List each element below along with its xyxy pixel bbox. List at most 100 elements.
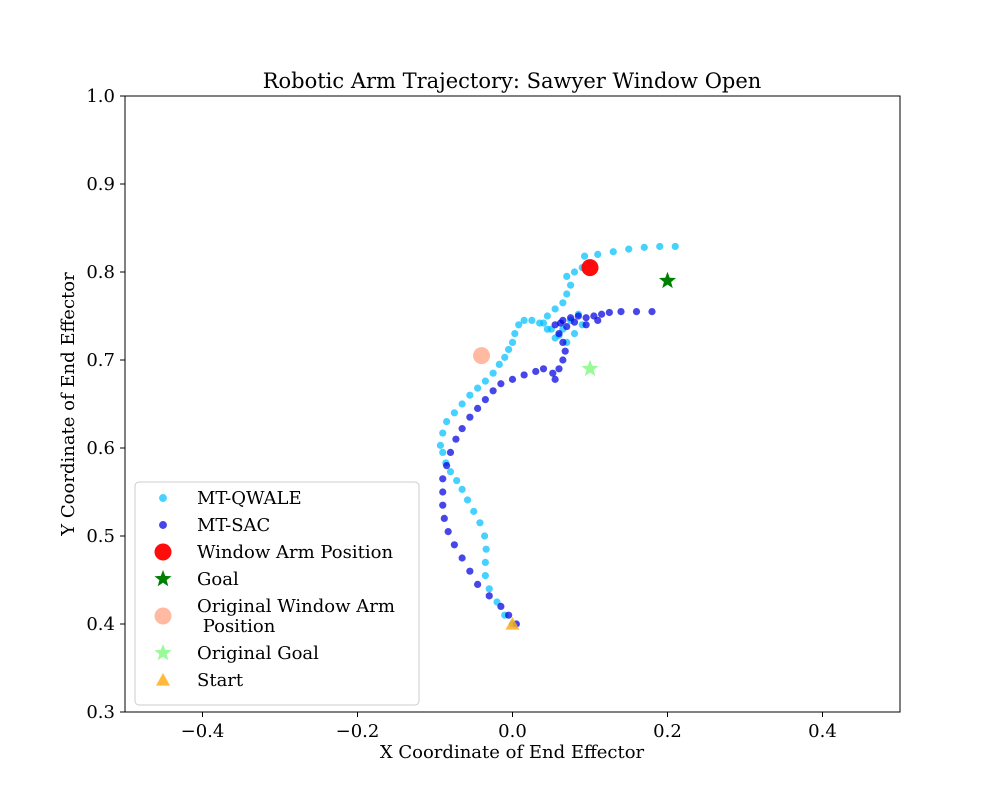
legend-item: Goal [154,569,239,590]
legend-marker [159,494,167,502]
data-point [563,290,571,298]
data-point [489,369,497,377]
data-point [505,345,513,354]
data-point [495,360,503,368]
x-tick-label: 0.4 [808,721,837,742]
legend-marker [154,607,172,625]
data-point [443,418,451,426]
data-point [582,314,590,322]
data-point [520,316,528,324]
data-point [671,242,679,251]
data-point [470,507,478,515]
data-point [563,272,571,280]
data-point [458,554,466,562]
data-point [559,356,567,364]
data-point [481,377,489,385]
data-point [474,404,482,412]
legend-label: Window Arm Position [197,542,393,563]
data-point [453,476,461,485]
data-point [439,448,447,456]
data-point [482,545,490,553]
data-point [528,316,536,324]
series-mt-sac [439,308,656,628]
data-point [489,387,497,395]
y-tick-label: 1.0 [86,86,115,107]
data-point [508,375,517,383]
data-point [511,330,519,338]
data-point [485,585,493,593]
x-tick-label: 0.2 [653,721,682,742]
data-point [551,305,559,313]
data-point [458,425,466,433]
data-point [656,242,664,251]
series-start [505,617,520,630]
legend-label: MT-QWALE [197,488,302,509]
y-tick-label: 0.8 [86,262,115,283]
data-point [450,409,458,417]
data-point [581,259,599,277]
data-point [640,243,648,251]
data-point [570,330,579,338]
legend-marker [154,543,172,561]
data-point [556,319,565,327]
data-point [539,319,548,327]
y-tick-label: 0.7 [86,350,115,371]
data-point [476,519,484,527]
data-point [439,488,447,496]
data-point [474,384,482,392]
data-point [580,252,589,260]
legend-box [134,481,420,706]
data-point [440,514,448,523]
data-point [497,380,505,388]
plot-area [436,242,679,630]
plot-frame [124,95,901,713]
y-tick-label: 0.9 [86,174,115,195]
data-point [555,330,563,338]
data-point [520,371,528,379]
data-point [574,312,582,320]
x-axis-label: X Coordinate of End Effector [380,742,645,763]
data-point [446,468,455,476]
data-point [466,567,474,575]
legend-label: Start [197,670,244,691]
legend-label: Original Window Arm Position [197,596,395,637]
legend-marker [154,570,172,587]
data-point [559,338,567,346]
data-point [551,321,559,329]
legend-item: Start [156,670,244,691]
legend-item: MT-QWALE [159,488,302,509]
data-point [508,338,517,346]
data-point [549,369,557,377]
x-tick-label: −0.2 [336,721,380,742]
data-point [581,359,599,377]
data-point [555,365,563,373]
data-point [501,353,509,361]
data-point [559,299,567,307]
legend-marker [156,673,170,686]
data-point [609,248,617,256]
x-tick-label: −0.4 [181,721,225,742]
legend-marker [154,644,172,661]
data-point [594,316,602,324]
data-point [543,312,551,320]
data-point [594,250,602,258]
series-original-goal [581,359,599,377]
data-point [567,281,575,289]
data-point [436,441,445,449]
y-tick-label: 0.6 [86,438,115,459]
data-point [439,475,447,483]
legend-item: MT-SAC [159,515,270,536]
data-point [443,462,451,470]
series-goal [658,271,677,289]
legend-label: Goal [197,569,239,590]
data-point [452,435,460,443]
data-point [473,347,490,365]
series-window-arm-position [581,259,599,277]
data-point [485,592,493,600]
data-point [563,322,571,331]
data-point [551,375,559,383]
data-point [481,558,489,567]
data-point [463,496,472,504]
data-point [561,347,569,355]
